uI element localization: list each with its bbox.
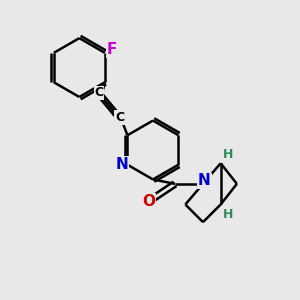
Text: N: N [116,157,128,172]
Text: F: F [107,42,117,57]
Text: H: H [223,208,233,221]
Text: N: N [198,173,211,188]
Text: C: C [94,86,103,99]
Text: C: C [115,111,124,124]
Text: H: H [223,148,233,161]
Text: O: O [142,194,155,209]
